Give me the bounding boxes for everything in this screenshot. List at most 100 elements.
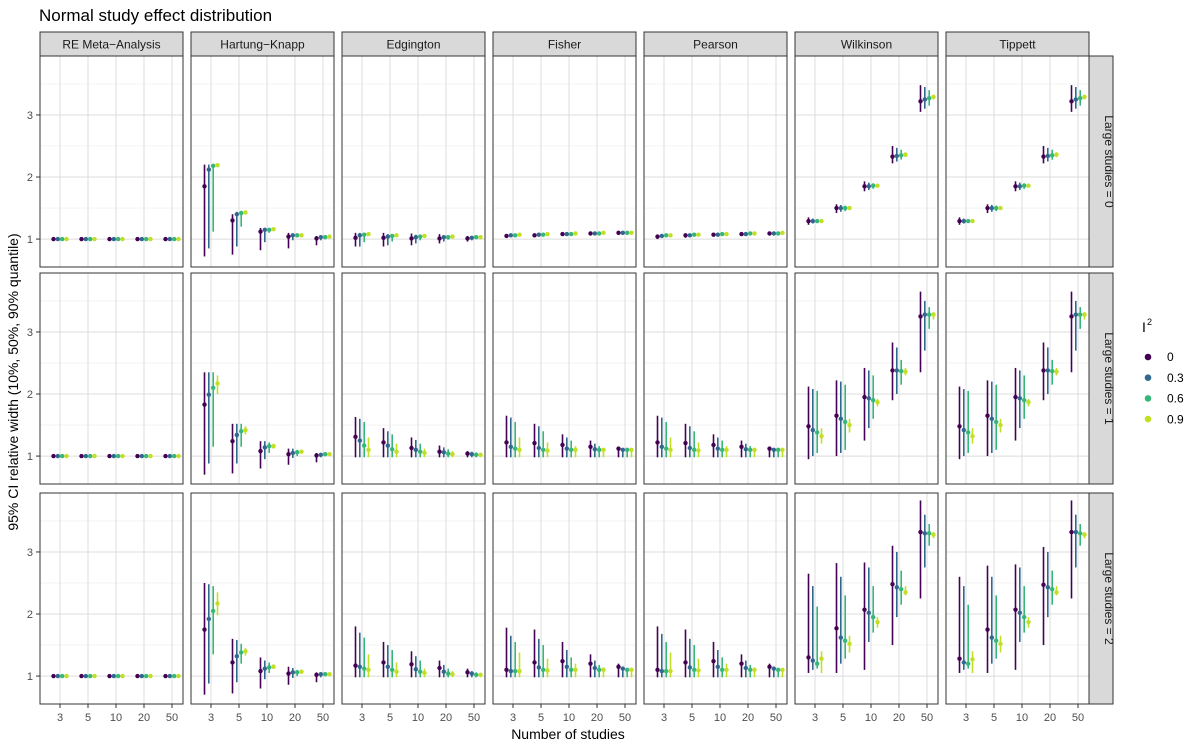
- median-point-0-9-n10: [422, 450, 427, 456]
- median-point-0-3-n3: [357, 438, 362, 443]
- median-point-0-n10: [258, 668, 263, 674]
- median-point-0-3-n20: [441, 669, 446, 674]
- median-point-0-9-n10: [120, 236, 125, 242]
- median-point-0-6-n3: [211, 385, 216, 391]
- median-point-0-3-n50: [469, 452, 474, 457]
- median-point-0-9-n20: [903, 152, 908, 157]
- median-point-0-3-n5: [687, 665, 692, 670]
- row-strip-3: Large studies = 2: [1088, 492, 1116, 705]
- median-point-0-6-n50: [776, 667, 781, 673]
- strip-label: Pearson: [693, 38, 738, 52]
- median-point-0-n10: [409, 445, 414, 451]
- median-point-0-3-n20: [894, 368, 899, 373]
- median-point-0-3-n3: [206, 616, 211, 622]
- y-tick-label: 1: [27, 234, 33, 246]
- median-point-0-9-n50: [629, 230, 634, 236]
- median-point-0-6-n3: [815, 661, 820, 666]
- median-point-0-6-n50: [474, 452, 479, 458]
- median-point-0-n3: [353, 663, 358, 668]
- median-point-0-3-n10: [715, 232, 720, 237]
- median-point-0-n10: [560, 658, 565, 664]
- facet-panels: RE Meta−Analysis Hartung−Knapp Edgington Fi…: [27, 31, 1116, 724]
- median-point-0-n5: [834, 413, 839, 418]
- median-point-0-6-n5: [843, 638, 848, 643]
- median-point-0-6-n5: [692, 447, 697, 453]
- median-point-0-6-n20: [446, 451, 451, 456]
- median-point-0-6-n50: [927, 312, 932, 317]
- median-point-0-3-n50: [771, 447, 776, 453]
- median-point-0-9-n3: [64, 453, 69, 459]
- median-point-0-9-n3: [366, 447, 371, 453]
- median-point-0-n3: [806, 424, 811, 429]
- median-point-0-3-n3: [508, 233, 513, 238]
- median-point-0-9-n3: [970, 657, 975, 662]
- panel-pearson-row-3: [643, 492, 788, 705]
- median-point-0-6-n20: [597, 447, 602, 453]
- median-point-0-9-n20: [752, 231, 757, 236]
- x-tick-label: 20: [1044, 712, 1056, 724]
- median-point-0-9-n10: [271, 664, 276, 669]
- median-point-0-9-n20: [601, 667, 606, 673]
- median-point-0-3-n5: [687, 445, 692, 451]
- median-point-0-n50: [918, 99, 923, 104]
- median-point-0-9-n10: [573, 231, 578, 236]
- median-point-0-9-n5: [92, 673, 97, 679]
- x-tick-label: 3: [661, 712, 667, 724]
- median-point-0-6-n50: [323, 235, 328, 240]
- median-point-0-6-n3: [966, 218, 971, 224]
- median-point-0-9-n5: [545, 668, 550, 673]
- median-point-0-n10: [560, 231, 565, 237]
- median-point-0-9-n50: [1082, 532, 1087, 537]
- panel-background: [191, 493, 334, 704]
- median-point-0-6-n50: [625, 667, 630, 673]
- median-point-0-9-n5: [847, 641, 852, 647]
- panel-background: [342, 56, 485, 267]
- median-point-0-n50: [163, 453, 168, 459]
- median-point-0-9-n3: [366, 231, 371, 237]
- x-tick-label: 10: [1016, 712, 1028, 724]
- median-point-0-9-n5: [243, 427, 248, 433]
- median-point-0-9-n20: [752, 667, 757, 673]
- y-tick-label: 2: [27, 172, 33, 184]
- median-point-0-6-n3: [60, 236, 65, 242]
- x-tick-label: 20: [742, 712, 754, 724]
- median-point-0-n50: [163, 236, 168, 242]
- median-point-0-3-n5: [234, 212, 239, 217]
- median-point-0-3-n5: [385, 234, 390, 239]
- median-point-0-3-n3: [659, 233, 664, 239]
- median-point-0-n50: [465, 236, 470, 241]
- median-point-0-n20: [890, 154, 895, 159]
- panel-border: [492, 55, 637, 268]
- median-point-0-n5: [79, 236, 84, 242]
- median-point-0-6-n5: [390, 447, 395, 452]
- legend-label-0-6: 0.6: [1167, 392, 1184, 406]
- median-point-0-9-n50: [780, 447, 785, 453]
- median-point-0-6-n5: [88, 236, 93, 242]
- panel-edgington-row-2: [341, 272, 486, 485]
- median-point-0-6-n50: [1078, 96, 1083, 101]
- panel-re-meta-analysis-row-3: [39, 492, 184, 705]
- legend-swatch-0: [1144, 353, 1152, 361]
- median-point-0-9-n3: [970, 434, 975, 439]
- median-point-0-n20: [1041, 154, 1046, 159]
- median-point-0-n50: [314, 453, 319, 458]
- median-point-0-n3: [202, 627, 207, 632]
- panel-border: [341, 492, 486, 705]
- row-strip-1: Large studies = 0: [1088, 55, 1116, 268]
- median-point-0-6-n3: [966, 430, 971, 435]
- median-point-0-3-n20: [290, 450, 295, 456]
- median-point-0-6-n5: [994, 205, 999, 211]
- median-point-0-3-n10: [564, 231, 569, 237]
- median-point-0-3-n50: [922, 312, 927, 317]
- median-point-0-3-n10: [111, 453, 117, 459]
- median-point-0-6-n20: [144, 236, 149, 242]
- median-point-0-9-n5: [243, 210, 248, 215]
- median-point-0-n20: [286, 234, 291, 239]
- median-point-0-6-n3: [60, 673, 65, 679]
- median-point-0-9-n5: [696, 232, 701, 237]
- panel-hartung-knapp-row-3: [190, 492, 335, 705]
- strip-label: Hartung−Knapp: [220, 38, 305, 52]
- median-point-0-9-n50: [478, 235, 483, 240]
- median-point-0-3-n50: [620, 666, 625, 671]
